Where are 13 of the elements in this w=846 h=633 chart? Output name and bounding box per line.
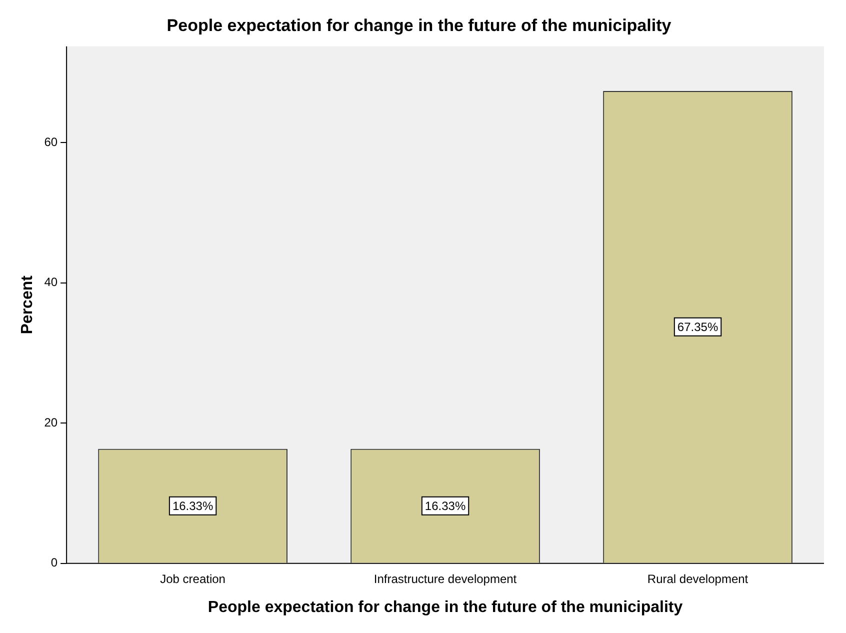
x-tick-label: Rural development (647, 572, 749, 586)
x-tick-label: Job creation (160, 572, 226, 586)
y-tick-label: 0 (50, 556, 58, 570)
y-tick-label: 60 (44, 134, 58, 149)
y-tick-label: 40 (44, 275, 58, 290)
y-tick-label: 20 (44, 415, 58, 430)
chart-title: People expectation for change in the future of the municipality (166, 16, 672, 35)
y-axis-title: Percent (19, 274, 36, 334)
data-label: 67.35% (677, 320, 718, 334)
x-axis-title: People expectation for change in the future of the municipality (208, 598, 683, 616)
x-tick-label: Infrastructure development (374, 572, 518, 586)
data-label: 16.33% (172, 499, 214, 514)
data-label: 16.33% (424, 499, 466, 514)
